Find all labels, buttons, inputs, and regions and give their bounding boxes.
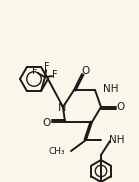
Text: O: O bbox=[82, 66, 90, 76]
Text: CH₃: CH₃ bbox=[48, 147, 65, 157]
Text: NH: NH bbox=[103, 84, 119, 94]
Text: NH: NH bbox=[109, 135, 125, 145]
Text: O: O bbox=[43, 118, 51, 128]
Text: F: F bbox=[44, 62, 50, 72]
Text: F: F bbox=[52, 70, 58, 80]
Text: O: O bbox=[117, 102, 125, 112]
Text: F: F bbox=[32, 66, 38, 76]
Text: N: N bbox=[58, 103, 66, 113]
